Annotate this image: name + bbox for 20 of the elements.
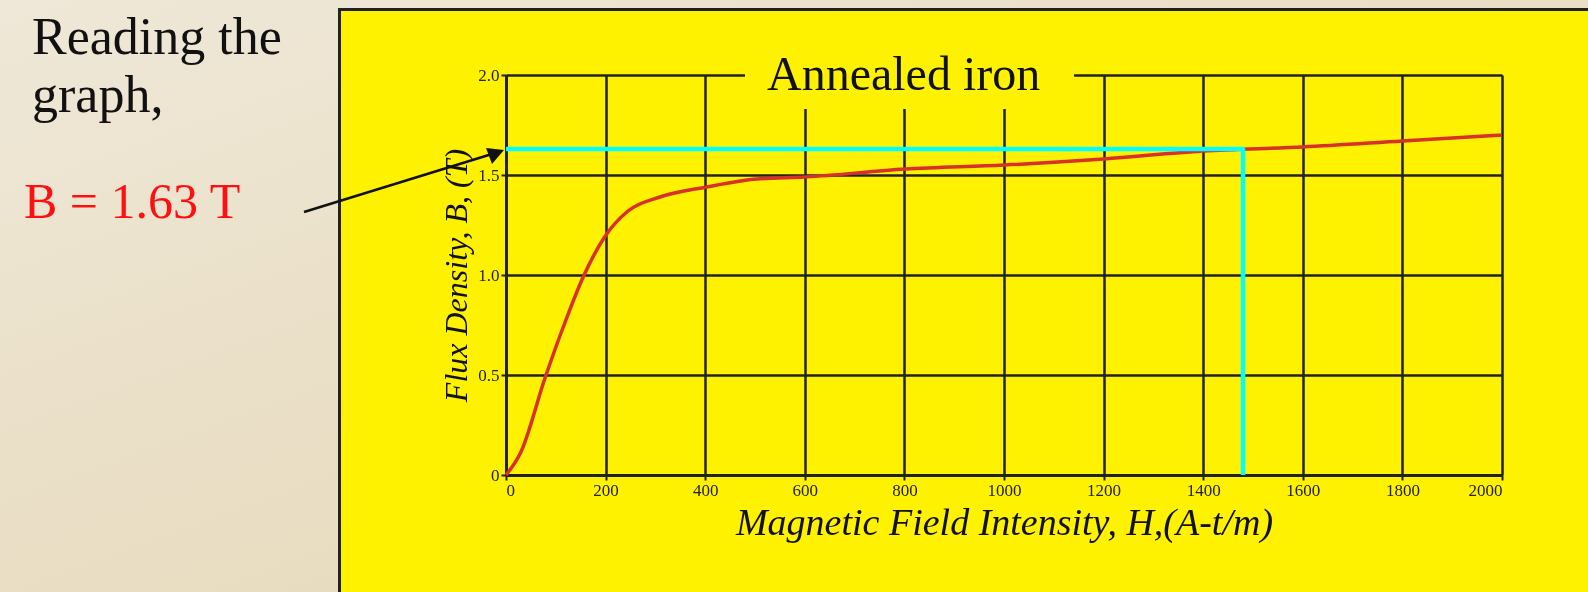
x-axis-title: Magnetic Field Intensity, H,(A-t/m) <box>734 500 1274 544</box>
chart-title: Annealed iron <box>745 46 1075 109</box>
x-tick-label: 1600 <box>1286 480 1321 500</box>
text: Reading the graph, <box>32 8 283 124</box>
x-tick-label: 600 <box>792 480 819 500</box>
x-tick-label: 2000 <box>1468 480 1503 500</box>
y-tick-label: 1.0 <box>478 265 500 285</box>
x-tick-label: 800 <box>892 480 918 500</box>
x-tick-label: 1000 <box>987 480 1022 500</box>
x-tick-label: 400 <box>692 480 719 500</box>
y-tick-label: 0 <box>491 465 500 485</box>
y-tick-label: 2.0 <box>478 65 500 85</box>
text: B = 1.63 T <box>24 172 241 230</box>
y-tick-label: 0.5 <box>478 365 500 385</box>
y-tick-label: 1.5 <box>478 165 500 185</box>
x-tick-label: 1800 <box>1385 480 1420 500</box>
x-tick-label: 0 <box>506 480 515 500</box>
x-tick-label: 200 <box>593 480 619 500</box>
x-tick-label: 1400 <box>1186 480 1221 500</box>
x-tick-label: 1200 <box>1087 480 1122 500</box>
